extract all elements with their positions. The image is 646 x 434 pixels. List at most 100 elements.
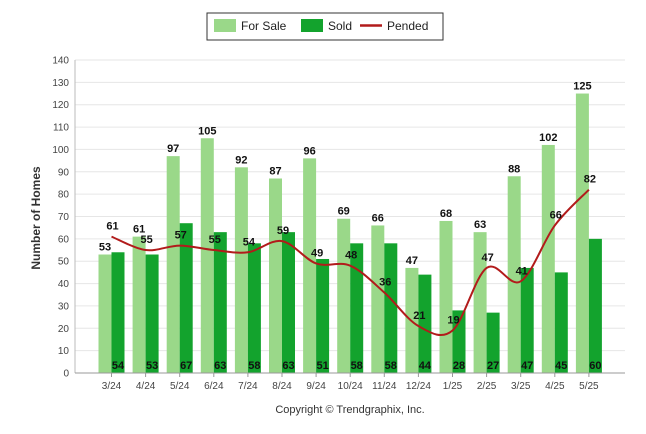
sold-value-label: 47 xyxy=(521,360,533,372)
legend-label-pended: Pended xyxy=(387,19,428,33)
x-tick-label: 5/25 xyxy=(579,381,599,392)
x-tick-label: 2/25 xyxy=(477,381,497,392)
sold-value-label: 51 xyxy=(316,360,328,372)
pended-value-label: 82 xyxy=(584,174,596,186)
bar-sold xyxy=(316,258,330,373)
x-tick-label: 12/24 xyxy=(406,381,431,392)
sold-value-label: 58 xyxy=(351,360,363,372)
bar-sold xyxy=(145,254,159,373)
bar-sold xyxy=(554,272,568,373)
y-tick-label: 140 xyxy=(52,56,69,67)
x-tick-label: 11/24 xyxy=(372,381,397,392)
sold-value-label: 58 xyxy=(385,360,397,372)
y-tick-label: 110 xyxy=(53,123,69,134)
pended-value-label: 19 xyxy=(447,315,459,327)
bar-sold xyxy=(213,232,227,373)
for-sale-value-label: 105 xyxy=(198,125,216,137)
pended-value-label: 55 xyxy=(140,234,152,246)
x-tick-label: 1/25 xyxy=(443,381,463,392)
x-tick-label: 3/24 xyxy=(102,381,122,392)
bar-for-sale xyxy=(337,218,351,373)
x-tick-label: 9/24 xyxy=(306,381,326,392)
y-tick-label: 70 xyxy=(58,212,70,223)
pended-line-path xyxy=(111,188,590,337)
pended-value-label: 66 xyxy=(550,209,562,221)
legend: For Sale Sold Pended xyxy=(206,12,444,41)
bar-for-sale xyxy=(269,178,282,373)
for-sale-value-label: 102 xyxy=(539,132,557,144)
pended-line xyxy=(111,188,590,337)
bar-sold xyxy=(247,243,261,373)
bar-for-sale xyxy=(439,220,453,373)
legend-swatch-for-sale xyxy=(214,19,236,32)
bar-sold xyxy=(282,232,295,373)
sold-value-label: 28 xyxy=(453,360,465,372)
for-sale-value-label: 68 xyxy=(440,208,452,220)
bar-sold xyxy=(588,238,602,373)
pended-value-label: 61 xyxy=(106,221,118,233)
pended-value-label: 59 xyxy=(277,225,289,237)
y-tick-label: 120 xyxy=(52,100,69,111)
bar-sold xyxy=(384,243,398,373)
for-sale-value-label: 87 xyxy=(269,165,281,177)
pended-value-label: 57 xyxy=(175,230,187,242)
for-sale-value-label: 63 xyxy=(474,219,486,231)
legend-label-sold: Sold xyxy=(328,19,352,33)
pended-value-label: 54 xyxy=(243,236,256,248)
bar-for-sale xyxy=(541,144,555,373)
bar-sold xyxy=(520,267,534,373)
bar-for-sale xyxy=(166,156,180,373)
bar-for-sale xyxy=(132,236,146,373)
y-tick-label: 50 xyxy=(58,257,70,268)
sold-value-label: 58 xyxy=(248,360,260,372)
bar-for-sale xyxy=(507,176,521,373)
y-tick-label: 10 xyxy=(58,346,70,357)
for-sale-value-label: 92 xyxy=(235,154,247,166)
bar-sold xyxy=(111,252,125,373)
for-sale-value-label: 96 xyxy=(303,145,315,157)
x-tick-label: 6/24 xyxy=(204,381,224,392)
pended-value-label: 47 xyxy=(481,252,493,264)
for-sale-value-label: 88 xyxy=(508,163,520,175)
bar-for-sale xyxy=(234,167,248,373)
bars xyxy=(98,93,602,374)
legend-swatch-sold xyxy=(301,19,323,32)
y-tick-label: 80 xyxy=(58,190,70,201)
y-axis-title: Number of Homes xyxy=(29,166,43,270)
sold-value-label: 45 xyxy=(555,360,567,372)
bar-sold xyxy=(350,243,364,373)
x-tick-label: 3/25 xyxy=(511,381,531,392)
axes: 0 10 20 30 40 50 60 70 80 90 100 110 120 130 140 3/24 4/… xyxy=(52,56,625,392)
bar-for-sale xyxy=(473,232,487,373)
sold-value-label: 63 xyxy=(214,360,226,372)
x-tick-label: 8/24 xyxy=(272,381,292,392)
sold-value-label: 27 xyxy=(487,360,499,372)
y-tick-label: 60 xyxy=(58,234,70,245)
bar-for-sale xyxy=(371,225,385,373)
x-tick-label: 4/25 xyxy=(545,381,565,392)
for-sale-value-label: 61 xyxy=(133,224,145,236)
x-tick-label: 7/24 xyxy=(238,381,258,392)
for-sale-value-label: 69 xyxy=(338,206,350,218)
x-tick-label: 4/24 xyxy=(136,381,156,392)
sold-value-label: 44 xyxy=(419,360,432,372)
x-tick-label: 5/24 xyxy=(170,381,190,392)
sold-value-label: 67 xyxy=(180,360,192,372)
pended-value-label: 36 xyxy=(379,277,391,289)
for-sale-value-label: 47 xyxy=(406,255,418,267)
pended-value-label: 21 xyxy=(413,310,425,322)
sold-value-label: 53 xyxy=(146,360,158,372)
legend-label-for-sale: For Sale xyxy=(241,19,287,33)
pended-value-label: 55 xyxy=(209,234,221,246)
bar-sold xyxy=(486,312,500,373)
sold-value-label: 54 xyxy=(112,360,125,372)
bar-for-sale xyxy=(98,254,112,373)
for-sale-value-label: 125 xyxy=(573,81,591,93)
pended-value-label: 49 xyxy=(311,247,323,259)
sold-value-label: 63 xyxy=(282,360,294,372)
copyright-text: Copyright © Trendgraphix, Inc. xyxy=(275,404,424,416)
bar-for-sale xyxy=(200,138,214,373)
pended-value-label: 48 xyxy=(345,250,357,262)
